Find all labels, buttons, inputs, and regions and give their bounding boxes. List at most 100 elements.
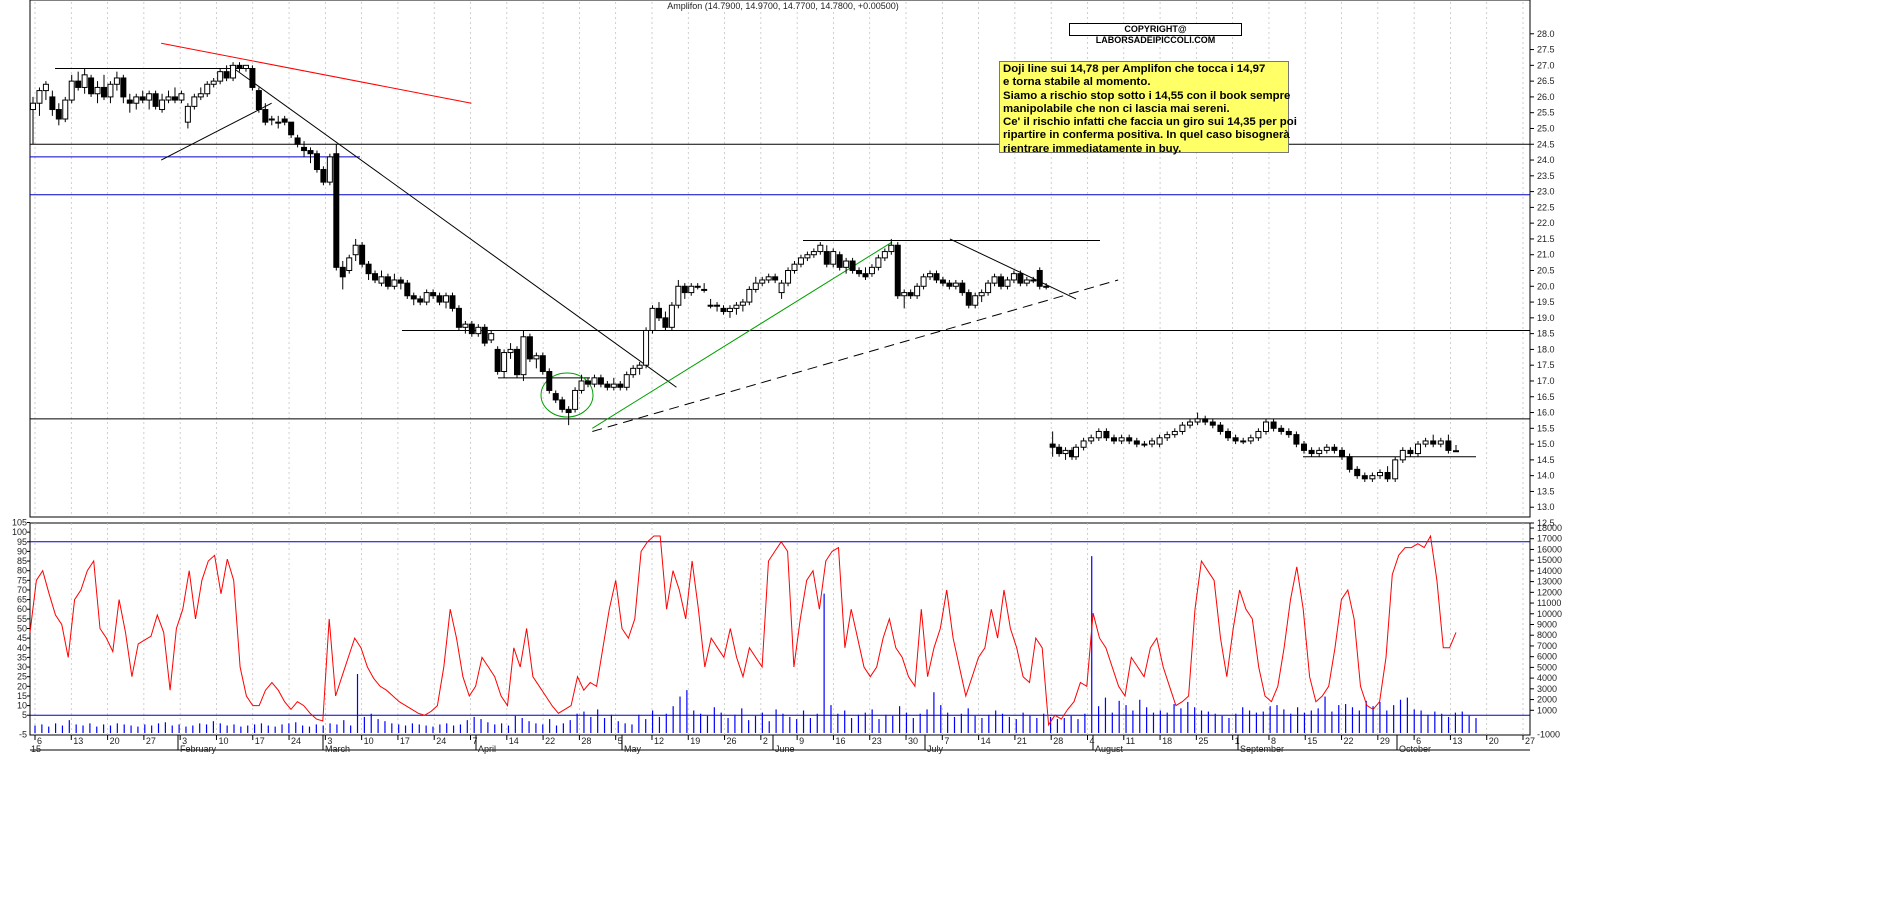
candle-body <box>1010 273 1017 281</box>
candle-body <box>610 383 617 388</box>
volume-tick-label: 5000 <box>1537 662 1557 672</box>
candle-body <box>694 285 701 288</box>
candle-body <box>62 99 69 120</box>
oscillator-line <box>29 534 1457 727</box>
x-tick-label: 20 <box>1489 736 1499 746</box>
month-label: September <box>1240 744 1284 754</box>
osc-tick-label: 85 <box>17 556 27 566</box>
candle-body <box>397 279 404 284</box>
candle-body <box>714 304 721 307</box>
y-tick-label: 21.0 <box>1537 250 1555 260</box>
candle-body <box>1095 430 1102 439</box>
candle-body <box>565 408 572 414</box>
candle-body <box>1017 273 1024 284</box>
candle-body <box>856 270 863 275</box>
candle-body <box>275 121 282 124</box>
x-tick-label: 24 <box>436 736 446 746</box>
candle-body <box>675 285 682 306</box>
candle-body <box>404 282 411 297</box>
candle-body <box>1445 440 1452 451</box>
y-tick-label: 19.5 <box>1537 297 1555 307</box>
candle-body <box>649 307 656 331</box>
candle-body <box>810 251 817 256</box>
candle-body <box>1278 427 1285 432</box>
x-tick-label: 27 <box>1525 736 1535 746</box>
candle-body <box>1331 446 1338 451</box>
candle-body <box>352 244 359 256</box>
x-tick-label: 14 <box>509 736 519 746</box>
candle-body <box>301 146 308 152</box>
note-line: e torna stabile al momento. <box>1003 76 1151 89</box>
candle-body <box>1270 421 1277 429</box>
candle-body <box>1043 285 1050 288</box>
osc-tick-label: 5 <box>22 710 27 720</box>
osc-tick-label: 50 <box>17 624 27 634</box>
candle-body <box>668 304 675 328</box>
x-tick-label: 1 <box>1235 736 1240 746</box>
y-tick-label: 15.0 <box>1537 439 1555 449</box>
y-tick-label: 20.0 <box>1537 281 1555 291</box>
candle-body <box>197 93 204 98</box>
candle-body <box>1430 440 1437 445</box>
candle-body <box>1308 449 1315 455</box>
candle-body <box>494 348 501 372</box>
candle-body <box>726 307 733 313</box>
candle-body <box>1217 424 1224 432</box>
x-tick-label: 5 <box>618 736 623 746</box>
candle-body <box>1377 472 1383 477</box>
candle-body <box>1285 430 1292 436</box>
y-tick-label: 28.0 <box>1537 29 1555 39</box>
trendline <box>161 42 472 104</box>
candle-body <box>184 105 191 123</box>
candle-body <box>88 77 95 95</box>
candle-body <box>1225 430 1231 439</box>
candle-body <box>1118 437 1125 442</box>
candle-body <box>998 276 1005 287</box>
note-line: Siamo a rischio stop sotto i 14,55 con i… <box>1003 89 1291 102</box>
candle-body <box>907 292 914 297</box>
candle-body <box>507 348 514 354</box>
y-tick-label: 27.5 <box>1537 45 1555 55</box>
y-tick-label: 22.0 <box>1537 218 1555 228</box>
candle-body <box>481 326 488 344</box>
x-tick-label: 22 <box>545 736 555 746</box>
candle-body <box>430 292 437 297</box>
candle-body <box>1111 437 1117 442</box>
volume-tick-label: 7000 <box>1537 641 1557 651</box>
note-line: Doji line sui 14,78 per Amplifon che toc… <box>1003 63 1266 75</box>
osc-tick-label: 35 <box>17 652 27 662</box>
candle-body <box>230 64 237 79</box>
candle-body <box>165 96 172 101</box>
candle-body <box>120 77 127 98</box>
candle-body <box>1194 418 1201 423</box>
trendline <box>592 241 893 429</box>
x-tick-label: 7 <box>944 736 949 746</box>
month-label: May <box>624 744 642 754</box>
candle-body <box>514 348 521 376</box>
y-tick-label: 23.5 <box>1537 171 1555 181</box>
candle-body <box>759 279 766 284</box>
trendline <box>949 238 1077 300</box>
candle-body <box>113 77 120 85</box>
y-tick-label: 25.5 <box>1537 108 1555 118</box>
note-line: rientrare immediatamente in buy. <box>1003 142 1182 155</box>
candle-body <box>1030 279 1037 282</box>
candle-body <box>1422 440 1429 445</box>
osc-tick-label: 90 <box>17 546 27 556</box>
candle-body <box>320 169 327 183</box>
candle-body <box>559 399 566 410</box>
month-label: July <box>927 744 944 754</box>
volume-tick-label: 11000 <box>1537 598 1561 608</box>
candle-body <box>1415 443 1421 455</box>
candle-body <box>978 292 985 297</box>
x-tick-label: 6 <box>37 736 42 746</box>
x-tick-label: 9 <box>799 736 804 746</box>
y-tick-label: 25.0 <box>1537 123 1555 133</box>
candle-body <box>475 326 482 335</box>
candle-body <box>1171 430 1178 436</box>
osc-tick-label: 70 <box>17 585 27 595</box>
candle-body <box>1453 450 1459 453</box>
candle-body <box>572 389 579 410</box>
volume-tick-label: 10000 <box>1537 609 1562 619</box>
candle-body <box>701 288 708 291</box>
